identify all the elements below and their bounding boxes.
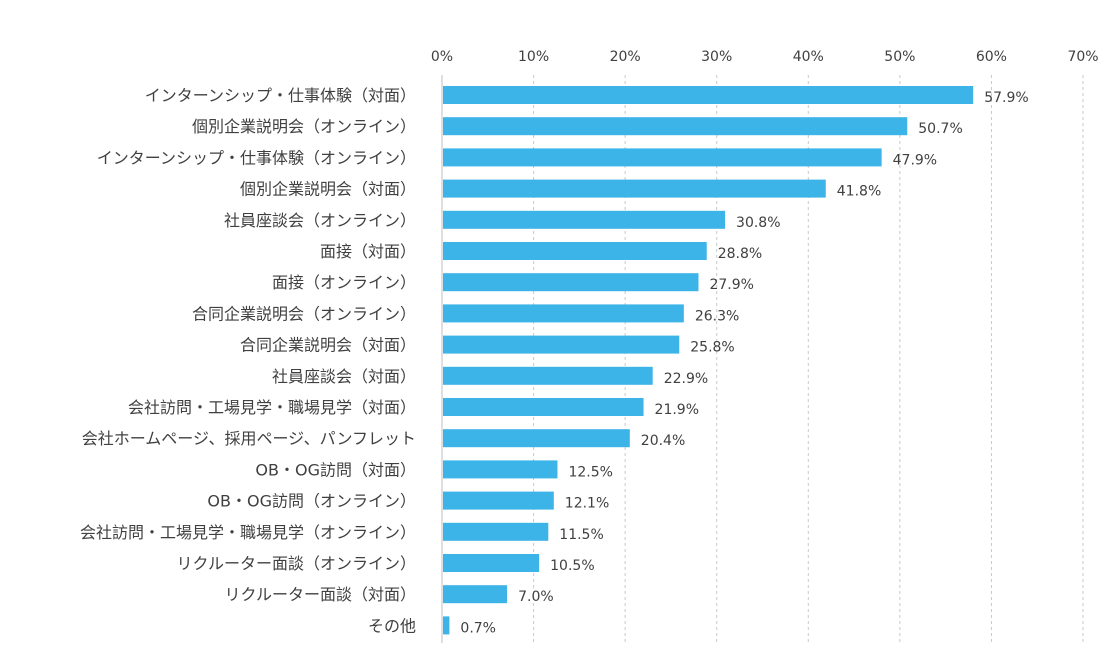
category-label: 合同企業説明会（対面） xyxy=(240,336,416,355)
data-label: 22.9% xyxy=(664,371,708,387)
bar xyxy=(443,585,508,604)
data-label: 11.5% xyxy=(559,527,603,543)
gridlines xyxy=(533,75,1084,643)
x-axis-tick-labels: 0% 10% 20% 30% 40% 50% 60% 70% xyxy=(431,49,1099,65)
category-label: 合同企業説明会（オンライン） xyxy=(192,304,416,323)
data-label: 30.8% xyxy=(736,215,780,231)
category-label: リクルーター面談（対面） xyxy=(224,585,416,604)
x-tick-label: 30% xyxy=(701,49,732,65)
data-label: 50.7% xyxy=(918,121,962,137)
data-label: 20.4% xyxy=(641,433,685,449)
bar xyxy=(443,304,684,323)
bar xyxy=(443,117,908,136)
x-tick-label: 40% xyxy=(793,49,824,65)
bars xyxy=(443,86,974,635)
bar xyxy=(443,554,540,572)
bar xyxy=(443,616,450,635)
category-label: 会社訪問・工場見学・職場見学（対面） xyxy=(128,398,416,417)
x-tick-label: 50% xyxy=(884,49,915,65)
category-label: 個別企業説明会（対面） xyxy=(240,180,416,199)
x-tick-label: 0% xyxy=(431,49,453,65)
bar xyxy=(443,522,549,541)
data-label: 0.7% xyxy=(460,620,496,636)
data-label: 21.9% xyxy=(655,402,699,418)
data-label: 7.0% xyxy=(518,589,554,605)
category-label: 会社訪問・工場見学・職場見学（オンライン） xyxy=(80,523,416,542)
data-label: 57.9% xyxy=(984,90,1028,106)
data-label: 28.8% xyxy=(718,246,762,262)
category-label: インターンシップ・仕事体験（対面） xyxy=(145,86,416,105)
x-tick-label: 20% xyxy=(610,49,641,65)
data-label: 41.8% xyxy=(837,184,881,200)
bar xyxy=(443,179,826,198)
category-label: 社員座談会（対面） xyxy=(272,367,416,386)
category-label: 面接（オンライン） xyxy=(272,273,416,292)
bar xyxy=(443,429,630,448)
bar xyxy=(443,273,699,292)
x-tick-label: 10% xyxy=(518,49,549,65)
category-label: 面接（対面） xyxy=(320,242,416,261)
bar xyxy=(443,460,558,479)
data-label: 27.9% xyxy=(709,277,753,293)
data-label: 12.5% xyxy=(568,464,612,480)
x-tick-label: 60% xyxy=(976,49,1007,65)
bar xyxy=(443,491,554,510)
data-label: 26.3% xyxy=(695,308,739,324)
bar xyxy=(443,398,644,416)
x-tick-label: 70% xyxy=(1067,49,1098,65)
data-labels: 57.9% 50.7% 47.9% 41.8% 30.8% 28.8% 27.9% 26.3%… xyxy=(460,90,1028,636)
bar xyxy=(443,242,707,260)
category-label: 会社ホームページ、採用ページ、パンフレット xyxy=(82,429,416,448)
category-label: OB・OG訪問（対面） xyxy=(255,460,416,479)
category-labels: インターンシップ・仕事体験（対面） 個別企業説明会（オンライン） インターンシップ・… xyxy=(80,86,416,635)
bar xyxy=(443,210,726,229)
category-label: リクルーター面談（オンライン） xyxy=(176,554,416,573)
bar xyxy=(443,366,653,385)
data-label: 10.5% xyxy=(550,558,594,574)
bar xyxy=(443,335,680,354)
category-label: 個別企業説明会（オンライン） xyxy=(192,117,416,136)
category-label: その他 xyxy=(368,616,416,635)
category-label: OB・OG訪問（オンライン） xyxy=(207,492,416,511)
category-label: 社員座談会（オンライン） xyxy=(224,211,416,230)
data-label: 47.9% xyxy=(893,152,937,168)
category-label: インターンシップ・仕事体験（オンライン） xyxy=(97,148,416,167)
data-label: 12.1% xyxy=(565,496,609,512)
data-label: 25.8% xyxy=(690,340,734,356)
bar xyxy=(443,148,882,167)
bar xyxy=(443,86,974,104)
